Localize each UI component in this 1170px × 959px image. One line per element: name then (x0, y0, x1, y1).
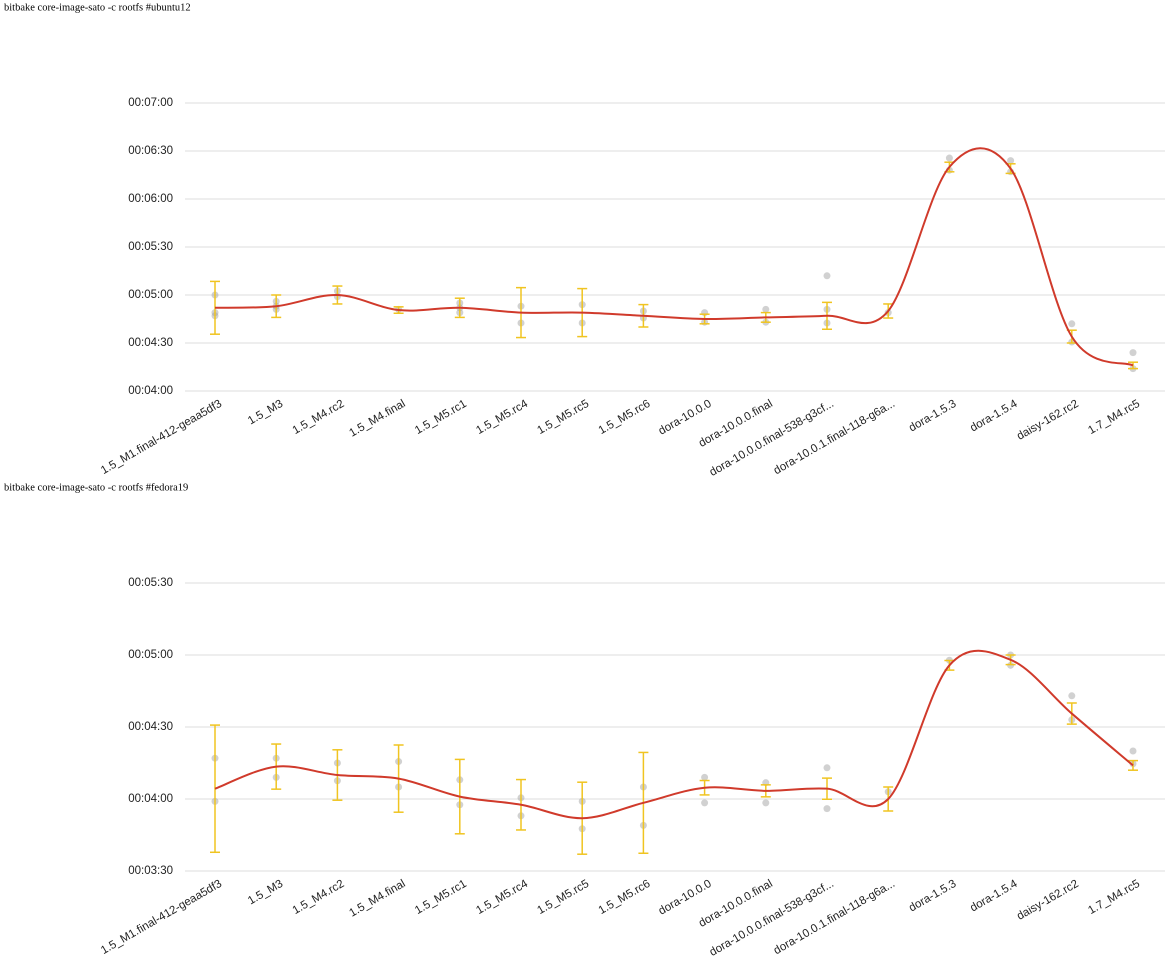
y-tick-label: 00:05:30 (128, 241, 173, 253)
data-point (823, 764, 831, 772)
x-tick-label: 1.5_M4.final (347, 398, 407, 440)
x-tick-label: 1.5_M5.rc1 (413, 878, 469, 917)
chart-title: bitbake core-image-sato -c rootfs #ubunt… (4, 2, 191, 13)
error-bar (1128, 361, 1138, 370)
data-point (823, 805, 831, 813)
chart-title: bitbake core-image-sato -c rootfs #fedor… (4, 482, 188, 493)
x-tick-label: 1.5_M5.rc5 (535, 398, 591, 437)
data-point (762, 305, 770, 313)
trend-line (214, 649, 1134, 820)
x-tick-label: 1.5_M4.final (347, 878, 407, 920)
x-tick-label: 1.5_M3 (246, 878, 285, 908)
data-point (1129, 747, 1137, 755)
x-tick-label: 1.5_M5.rc4 (474, 398, 530, 437)
data-point (762, 799, 770, 807)
x-tick-label: 1.5_M4.rc2 (291, 878, 347, 917)
y-tick-label: 00:06:30 (128, 145, 173, 157)
x-tick-label: dora-10.0.1.final-118-g6a... (772, 398, 897, 477)
x-tick-label: 1.5_M1.final-412-geaa5df3 (99, 878, 224, 957)
trend-line (214, 147, 1134, 367)
x-tick-label: dora-1.5.3 (907, 878, 958, 915)
x-tick-label: 1.5_M5.rc6 (597, 398, 653, 437)
data-point (701, 773, 709, 781)
data-point (1068, 692, 1076, 700)
x-tick-label: dora-1.5.3 (907, 398, 958, 435)
data-point (1129, 349, 1137, 357)
chart: bitbake core-image-sato -c rootfs #fedor… (4, 482, 1165, 959)
data-point (1007, 157, 1015, 165)
x-tick-label: dora-10.0.0 (657, 878, 714, 918)
y-tick-label: 00:06:00 (128, 193, 173, 205)
y-tick-label: 00:05:30 (128, 577, 173, 589)
y-tick-label: 00:04:00 (128, 793, 173, 805)
error-bar (1128, 759, 1138, 771)
x-tick-label: 1.7_M4.rc5 (1086, 398, 1142, 437)
y-tick-label: 00:04:30 (128, 721, 173, 733)
x-tick-label: dora-10.0.0 (657, 398, 714, 438)
x-tick-label: 1.7_M4.rc5 (1086, 878, 1142, 917)
x-tick-label: daisy-162.rc2 (1015, 878, 1081, 923)
x-tick-label: 1.5_M5.rc6 (597, 878, 653, 917)
x-tick-label: 1.5_M5.rc5 (535, 878, 591, 917)
x-tick-label: 1.5_M1.final-412-geaa5df3 (99, 398, 224, 477)
data-point (701, 799, 709, 807)
x-tick-label: daisy-162.rc2 (1015, 398, 1081, 443)
y-tick-label: 00:05:00 (128, 289, 173, 301)
x-tick-label: 1.5_M5.rc4 (474, 878, 530, 917)
y-tick-label: 00:07:00 (128, 97, 173, 109)
error-bar (210, 724, 220, 854)
y-tick-label: 00:05:00 (128, 649, 173, 661)
data-point (945, 154, 953, 162)
y-tick-label: 00:04:30 (128, 337, 173, 349)
x-tick-label: 1.5_M4.rc2 (291, 398, 347, 437)
x-tick-label: dora-10.0.1.final-118-g6a... (772, 878, 897, 957)
chart: bitbake core-image-sato -c rootfs #ubunt… (4, 2, 1165, 479)
y-tick-label: 00:03:30 (128, 865, 173, 877)
data-point (1068, 320, 1076, 328)
x-tick-label: dora-1.5.4 (968, 398, 1020, 435)
x-tick-label: 1.5_M3 (246, 398, 285, 428)
x-tick-label: dora-1.5.4 (968, 878, 1020, 915)
data-point (823, 272, 831, 280)
x-tick-label: 1.5_M5.rc1 (413, 398, 469, 437)
y-tick-label: 00:04:00 (128, 385, 173, 397)
